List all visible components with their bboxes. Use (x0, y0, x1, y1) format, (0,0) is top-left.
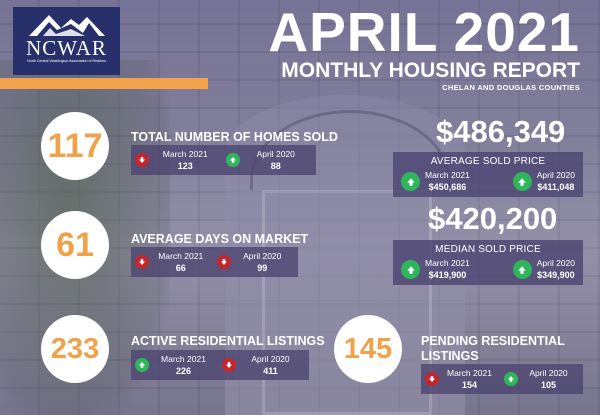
pending-listings-march-label: March 2021 (447, 367, 492, 378)
mountains-icon (28, 15, 105, 36)
pending-listings-title: PENDING RESIDENTIAL LISTINGS (421, 334, 565, 364)
average-sold-price-title: AVERAGE SOLD PRICE (430, 156, 546, 167)
days-on-market-march-label: March 2021 (158, 250, 204, 261)
arrow-up-icon (401, 260, 420, 279)
median-sold-price-march: March 2021 $419,900 (401, 258, 470, 281)
median-sold-price-title: MEDIAN SOLD PRICE (435, 244, 541, 255)
pending-listings-march-value: 154 (461, 379, 478, 390)
pending-listings-value: 145 (334, 315, 402, 383)
arrow-up-icon (225, 153, 240, 167)
pending-listings-april-value: 105 (540, 379, 557, 390)
days-on-market-april: April 2020 99 (216, 250, 295, 274)
days-on-market-march: March 2021 66 (135, 251, 213, 274)
headline-region: CHELAN AND DOUGLAS COUNTIES (442, 83, 580, 92)
pending-listings-april: April 2020 105 (504, 368, 579, 391)
days-on-market-title: AVERAGE DAYS ON MARKET (131, 232, 309, 246)
arrow-up-icon (504, 372, 518, 386)
homes-sold-comparison: March 2021 123 April 2020 88 (131, 145, 316, 175)
median-sold-price-april: April 2020 $349,900 (512, 258, 575, 281)
average-sold-price-april: April 2020 $411,048 (512, 170, 575, 193)
active-listings-april: April 2020 411 (222, 354, 305, 377)
arrow-down-icon (222, 358, 236, 372)
days-on-market-april-value: 99 (257, 262, 268, 273)
arrow-down-icon (135, 153, 149, 167)
homes-sold-march: March 2021 123 (135, 149, 222, 172)
average-sold-price-april-value: $411,048 (537, 182, 575, 192)
arrow-down-icon (216, 255, 231, 269)
logo-name: NCWAR (26, 36, 107, 60)
days-on-market-april-label: April 2020 (243, 250, 282, 261)
background-door-panel (262, 190, 432, 415)
average-sold-price-march-label: March 2021 (425, 170, 470, 180)
average-sold-price-march: March 2021 $450,686 (401, 170, 470, 193)
ncwar-logo: NCWAR North Central Washington Associati… (13, 7, 120, 75)
homes-sold-march-value: 123 (177, 160, 193, 171)
active-listings-value: 233 (41, 315, 109, 383)
homes-sold-april: April 2020 88 (225, 148, 313, 172)
days-on-market-march-value: 66 (175, 262, 186, 273)
average-sold-price-box: AVERAGE SOLD PRICE March 2021 $450,686 A… (393, 152, 583, 197)
median-sold-price-box: MEDIAN SOLD PRICE March 2021 $419,900 Ap… (393, 240, 583, 285)
active-listings-april-label: April 2020 (251, 353, 290, 364)
logo-subtitle: North Central Washington Association of … (27, 59, 106, 63)
arrow-up-icon (512, 260, 532, 279)
active-listings-march-value: 226 (175, 365, 192, 376)
headline: APRIL 2021 MONTHLY HOUSING REPORT CHELAN… (268, 4, 580, 94)
active-listings-march: March 2021 226 (135, 354, 218, 377)
arrow-up-icon (512, 172, 532, 191)
median-sold-price-value: $420,200 (428, 201, 558, 236)
median-sold-price-march-value: $419,900 (428, 270, 467, 280)
pending-listings-comparison: March 2021 154 April 2020 105 (421, 364, 583, 394)
arrow-down-icon (135, 255, 149, 269)
average-sold-price-april-label: April 2020 (536, 170, 575, 180)
days-on-market-comparison: March 2021 66 April 2020 99 (131, 247, 298, 277)
pending-listings-april-label: April 2020 (529, 367, 568, 378)
average-sold-price-march-value: $450,686 (428, 182, 467, 192)
median-sold-price-april-value: $349,900 (537, 270, 575, 280)
active-listings-april-value: 411 (263, 365, 278, 376)
median-sold-price-april-label: April 2020 (536, 258, 575, 268)
active-listings-march-label: March 2021 (161, 353, 206, 364)
median-sold-price-march-label: March 2021 (425, 258, 470, 268)
active-listings-comparison: March 2021 226 April 2020 411 (131, 350, 309, 380)
pending-listings-title-line2: LISTINGS (421, 349, 479, 363)
arrow-up-icon (401, 172, 420, 191)
accent-bar (0, 78, 208, 89)
active-listings-title: ACTIVE RESIDENTIAL LISTINGS (131, 334, 325, 348)
headline-report: MONTHLY HOUSING REPORT (281, 59, 580, 82)
headline-month-year: APRIL 2021 (268, 1, 580, 63)
arrow-up-icon (135, 358, 149, 372)
days-on-market-value: 61 (41, 211, 109, 279)
homes-sold-april-value: 88 (270, 160, 281, 171)
homes-sold-title: TOTAL NUMBER OF HOMES SOLD (131, 130, 338, 144)
homes-sold-march-label: March 2021 (162, 148, 208, 159)
pending-listings-march: March 2021 154 (425, 368, 500, 391)
arrow-down-icon (425, 372, 439, 386)
pending-listings-title-line1: PENDING RESIDENTIAL (421, 334, 565, 348)
homes-sold-april-label: April 2020 (256, 148, 295, 159)
average-sold-price-value: $486,349 (436, 114, 566, 149)
homes-sold-value: 117 (41, 112, 109, 180)
